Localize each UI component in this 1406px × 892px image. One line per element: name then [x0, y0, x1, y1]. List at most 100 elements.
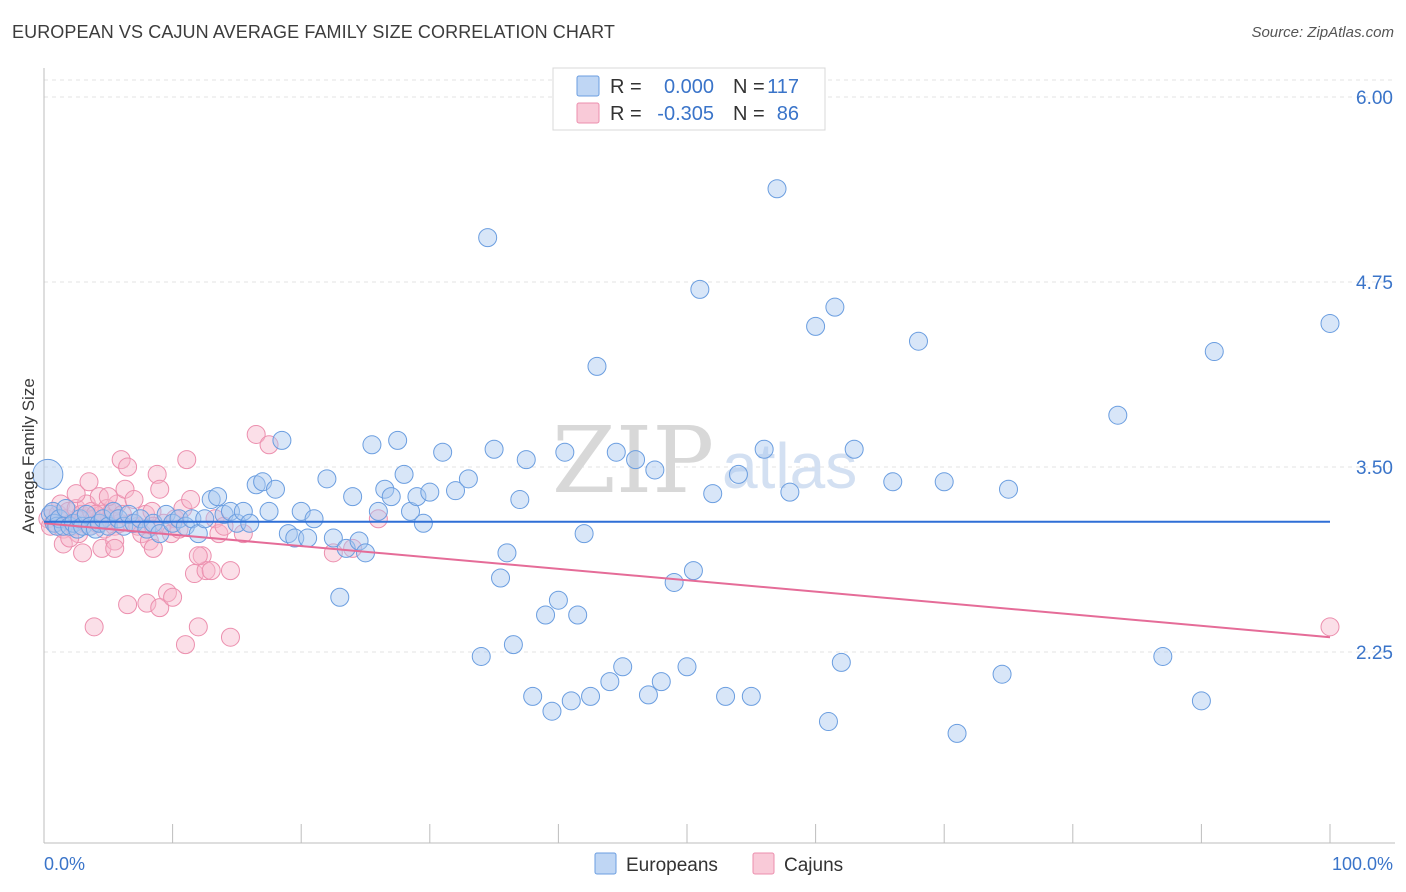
cajun-point — [368, 509, 388, 529]
european-point — [56, 498, 76, 518]
european-point — [1108, 405, 1128, 425]
watermark-atlas: atlas — [722, 430, 857, 502]
bottom-legend-europeans: Europeans — [626, 855, 718, 876]
cajun-point — [147, 464, 167, 484]
european-point — [754, 439, 774, 459]
european-point — [908, 331, 928, 351]
european-point — [645, 460, 665, 480]
european-point — [381, 487, 401, 507]
european-point — [375, 479, 395, 499]
cajun-point — [150, 479, 170, 499]
y-tick-label-3: 6.00 — [1356, 88, 1393, 109]
european-point — [626, 450, 646, 470]
bottom-legend-swatch-europeans — [594, 852, 617, 875]
european-point — [510, 490, 530, 510]
european-point — [259, 501, 279, 521]
x-tick-label-min: 0.0% — [44, 854, 85, 874]
european-point — [818, 712, 838, 732]
european-point — [433, 442, 453, 462]
european-point — [806, 316, 826, 336]
european-point — [613, 657, 633, 677]
european-point — [883, 472, 903, 492]
european-point — [130, 509, 150, 529]
cajun-point — [105, 538, 125, 558]
european-point — [446, 481, 466, 501]
gridlines — [44, 79, 1395, 653]
european-point — [523, 686, 543, 706]
cajun-point — [111, 450, 131, 470]
european-point — [548, 590, 568, 610]
european-point — [934, 472, 954, 492]
cajun-point — [184, 564, 204, 584]
x-tick-label-max: 100.0% — [1332, 854, 1393, 874]
bottom-legend-cajuns: Cajuns — [784, 855, 843, 876]
european-point — [574, 524, 594, 544]
european-point — [690, 279, 710, 299]
cajun-point — [118, 457, 138, 477]
european-point — [272, 430, 292, 450]
axes — [43, 68, 1395, 844]
cajun-point — [79, 472, 99, 492]
european-point — [330, 587, 350, 607]
legend-r-value-1: 0.000 — [664, 76, 714, 98]
european-point — [420, 482, 440, 502]
european-point — [1153, 646, 1173, 666]
european-point — [471, 646, 491, 666]
bottom-legend-swatch-cajuns — [752, 852, 775, 875]
cajun-point — [181, 490, 201, 510]
european-point — [208, 487, 228, 507]
cajun-point — [259, 435, 279, 455]
european-point — [304, 509, 324, 529]
cajun-point — [188, 546, 208, 566]
european-point — [362, 435, 382, 455]
european-point — [581, 686, 601, 706]
european-point — [497, 543, 517, 563]
legend-r-value-2: -0.305 — [657, 103, 714, 125]
series-legend: Europeans Cajuns — [594, 852, 843, 876]
european-point — [323, 528, 343, 548]
y-tick-labels: 2.25 3.50 4.75 6.00 — [1356, 88, 1393, 664]
european-point — [388, 430, 408, 450]
european-point — [606, 442, 626, 462]
european-point — [349, 531, 369, 551]
y-tick-label-2: 4.75 — [1356, 273, 1393, 294]
legend-n-value-2: 86 — [777, 103, 799, 125]
european-point — [1191, 691, 1211, 711]
european-point — [317, 469, 337, 489]
european-point — [703, 484, 723, 504]
european-point — [651, 672, 671, 692]
european-point — [638, 685, 658, 705]
cajun-point — [343, 538, 363, 558]
european-point — [413, 513, 433, 533]
european-point — [458, 469, 478, 489]
european-points — [32, 179, 1340, 743]
cajun-point — [220, 561, 240, 581]
european-point — [683, 561, 703, 581]
european-point — [780, 482, 800, 502]
european-point — [568, 605, 588, 625]
european-point — [600, 672, 620, 692]
european-point — [561, 691, 581, 711]
cajun-trend-line — [43, 522, 1331, 639]
european-point — [1320, 313, 1340, 333]
cajun-point — [220, 627, 240, 647]
european-point — [677, 657, 697, 677]
european-point — [32, 458, 64, 490]
legend-r-label-1: R = — [610, 76, 642, 98]
legend-n-label-2: N = — [733, 103, 765, 125]
european-point — [741, 686, 761, 706]
stats-legend: R = 0.000 N = 117 R = -0.305 N = 86 — [552, 67, 826, 131]
european-point — [542, 701, 562, 721]
cajun-point — [1320, 617, 1340, 637]
cajun-point — [175, 635, 195, 655]
european-point — [491, 568, 511, 588]
legend-swatch-cajuns — [576, 102, 600, 124]
european-point — [536, 605, 556, 625]
trend-lines — [43, 520, 1331, 639]
european-point — [728, 464, 748, 484]
legend-n-label-1: N = — [733, 76, 765, 98]
cajun-point — [246, 424, 266, 444]
european-point — [999, 479, 1018, 499]
european-point — [844, 439, 864, 459]
